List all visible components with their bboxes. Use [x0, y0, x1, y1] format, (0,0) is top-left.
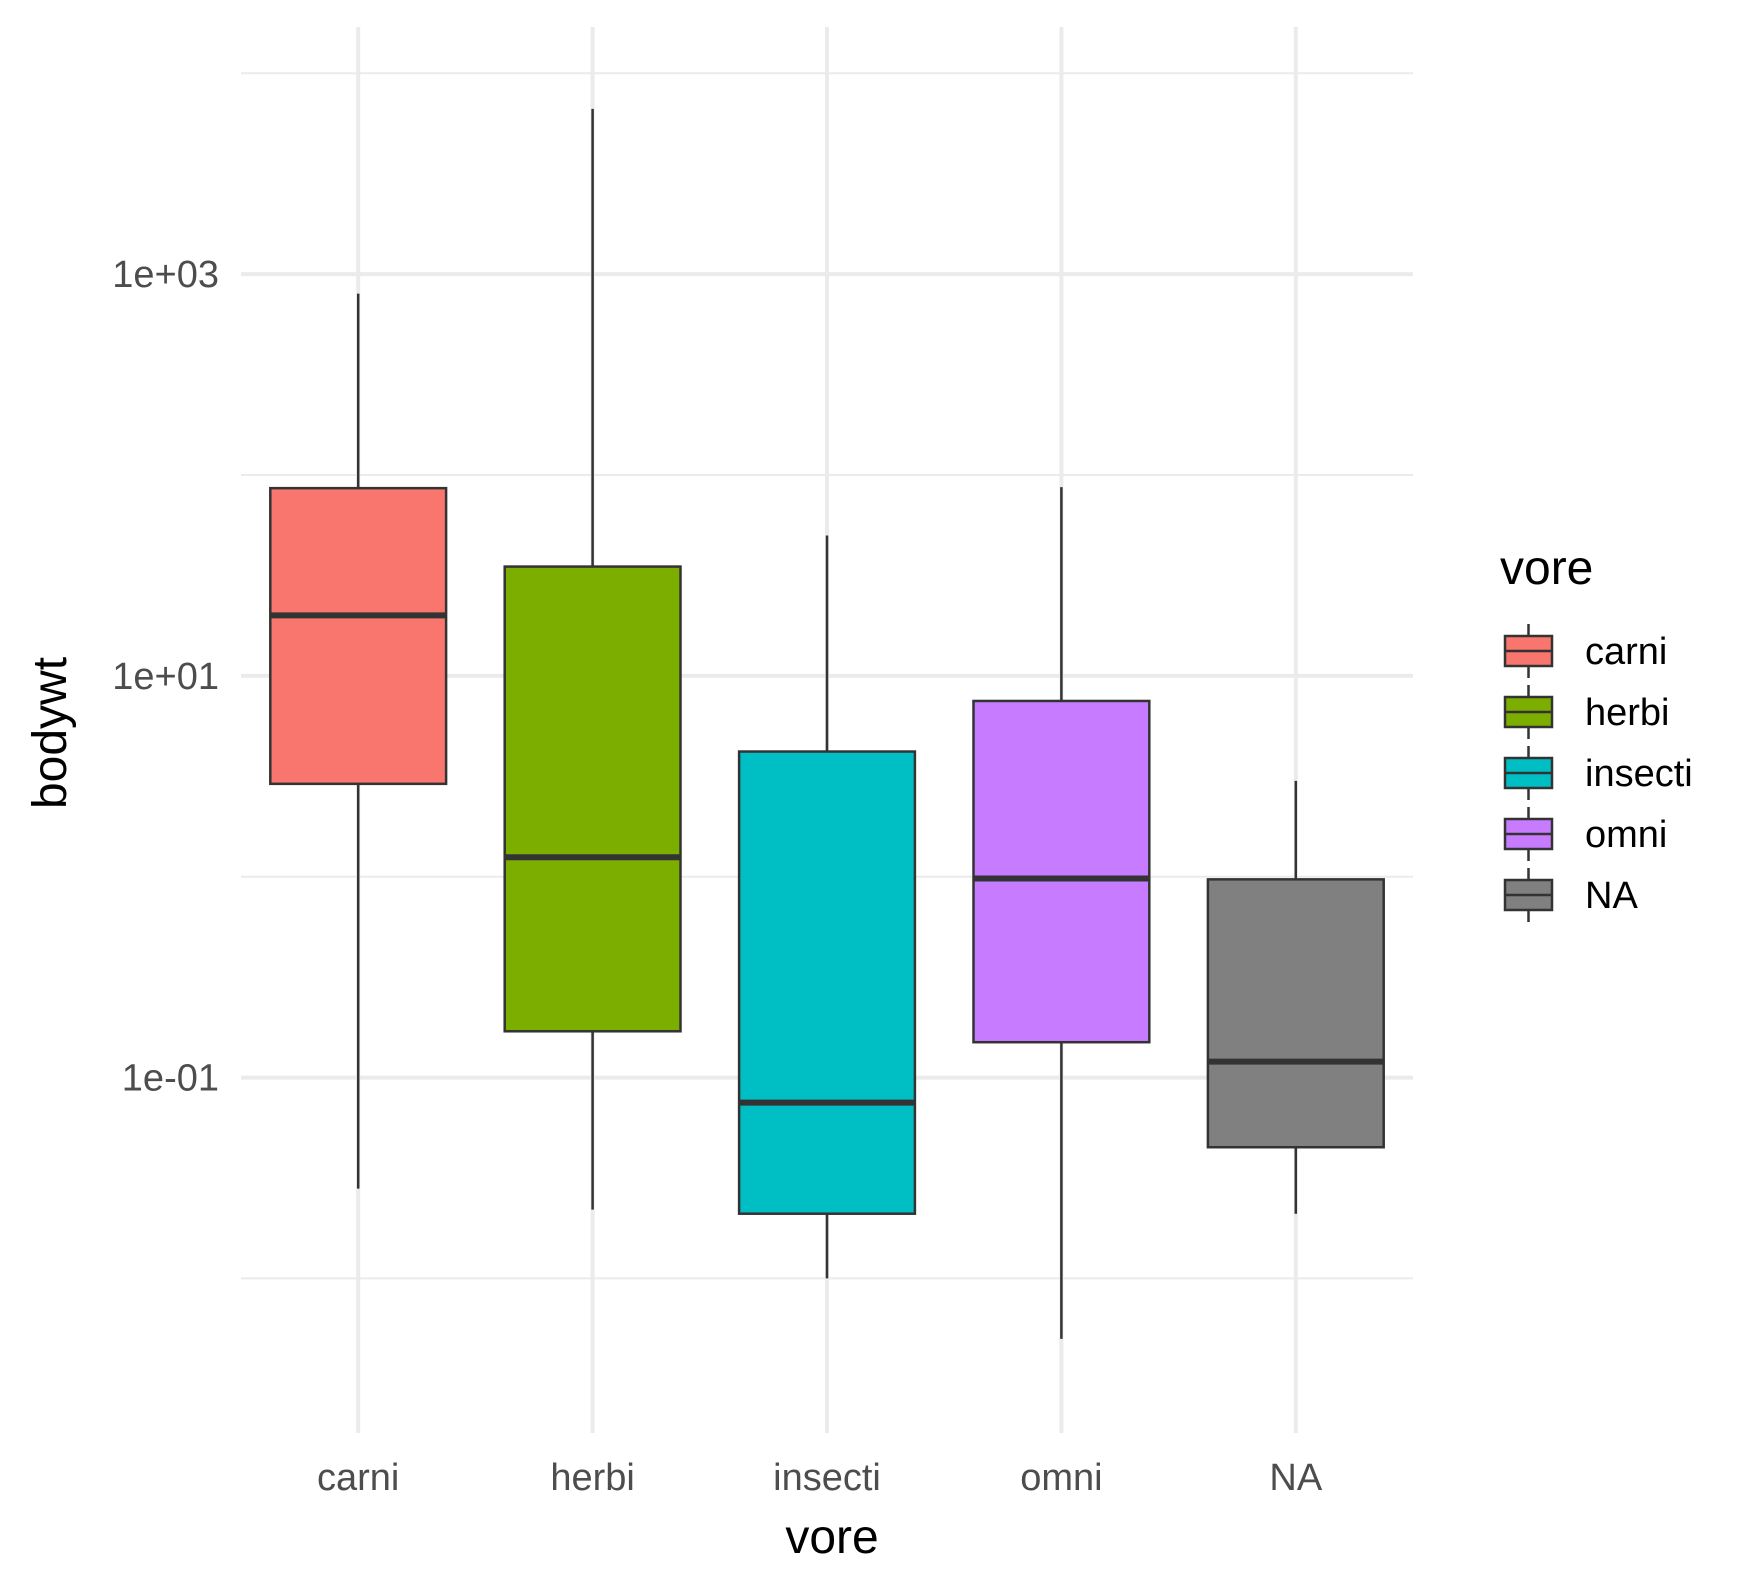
legend-label: insecti	[1585, 753, 1693, 795]
box-iqr	[269, 486, 448, 786]
box-insecti	[737, 535, 917, 1279]
box-herbi	[503, 108, 682, 1210]
legend-label: carni	[1585, 631, 1667, 673]
box-carni	[269, 293, 448, 1189]
x-tick-labels: carni herbi insecti omni NA	[317, 1457, 1323, 1499]
legend-label: omni	[1585, 814, 1667, 856]
box-NA	[1206, 780, 1385, 1214]
box-iqr	[972, 699, 1151, 1044]
box-omni	[972, 487, 1151, 1339]
x-axis-title: vore	[785, 1511, 878, 1564]
box-iqr	[503, 565, 682, 1033]
legend-item-herbi: herbi	[1503, 685, 1670, 739]
y-tick-label: 1e+03	[112, 254, 219, 296]
legend-item-omni: omni	[1503, 807, 1667, 861]
legend-item-insecti: insecti	[1503, 746, 1693, 800]
x-tick-label: carni	[317, 1457, 399, 1499]
x-tick-label: herbi	[550, 1457, 635, 1499]
y-axis-title: bodywt	[24, 657, 77, 809]
box-iqr	[737, 750, 917, 1215]
x-tick-label: NA	[1269, 1457, 1322, 1499]
legend-item-carni: carni	[1503, 624, 1667, 678]
legend-label: herbi	[1585, 692, 1670, 734]
y-tick-labels: 1e-01 1e+01 1e+03	[112, 254, 219, 1099]
legend: vore carni herbi insecti omni NA	[1500, 542, 1693, 922]
boxes	[269, 108, 1385, 1339]
y-tick-label: 1e+01	[112, 656, 219, 698]
legend-item-NA: NA	[1503, 868, 1638, 922]
x-tick-label: omni	[1020, 1457, 1102, 1499]
legend-title: vore	[1500, 542, 1593, 595]
x-tick-label: insecti	[773, 1457, 881, 1499]
legend-label: NA	[1585, 875, 1638, 917]
box-iqr	[1206, 878, 1385, 1149]
y-tick-label: 1e-01	[122, 1058, 219, 1100]
